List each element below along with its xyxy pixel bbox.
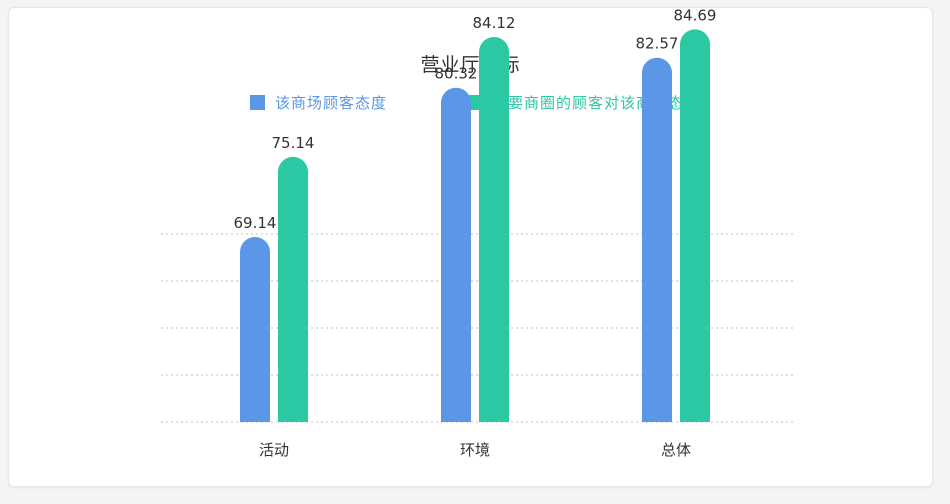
- value-label: 84.69: [674, 8, 717, 24]
- bar-chart-plot: 69.14 75.14 活动 80.32 84.12 环境 82.57 84.69 总体: [161, 8, 793, 459]
- bar-2-2[interactable]: [479, 37, 509, 422]
- x-tick-label: 活动: [259, 441, 289, 459]
- x-tick-label: 总体: [661, 441, 691, 459]
- x-tick-label: 环境: [460, 441, 490, 459]
- bar-2-1[interactable]: [278, 156, 308, 422]
- value-label: 84.12: [473, 14, 516, 32]
- bar-1-1[interactable]: [240, 237, 270, 422]
- chart-card: 营业厅指标 该商场顾客态度 主要商圈的顾客对该商场态度 69.14 75.14 活动…: [8, 7, 933, 487]
- value-label: 80.32: [435, 65, 478, 83]
- legend-label-series-1: 该商场顾客态度: [275, 94, 388, 112]
- legend-swatch-series-1: [250, 95, 265, 110]
- value-label: 69.14: [234, 214, 277, 232]
- value-label: 75.14: [272, 134, 315, 152]
- bar-1-3[interactable]: [642, 57, 672, 423]
- value-label: 82.57: [636, 35, 679, 53]
- bar-2-3[interactable]: [680, 29, 710, 423]
- legend-item-series-1[interactable]: 该商场顾客态度: [250, 92, 387, 113]
- bar-1-2[interactable]: [441, 87, 471, 422]
